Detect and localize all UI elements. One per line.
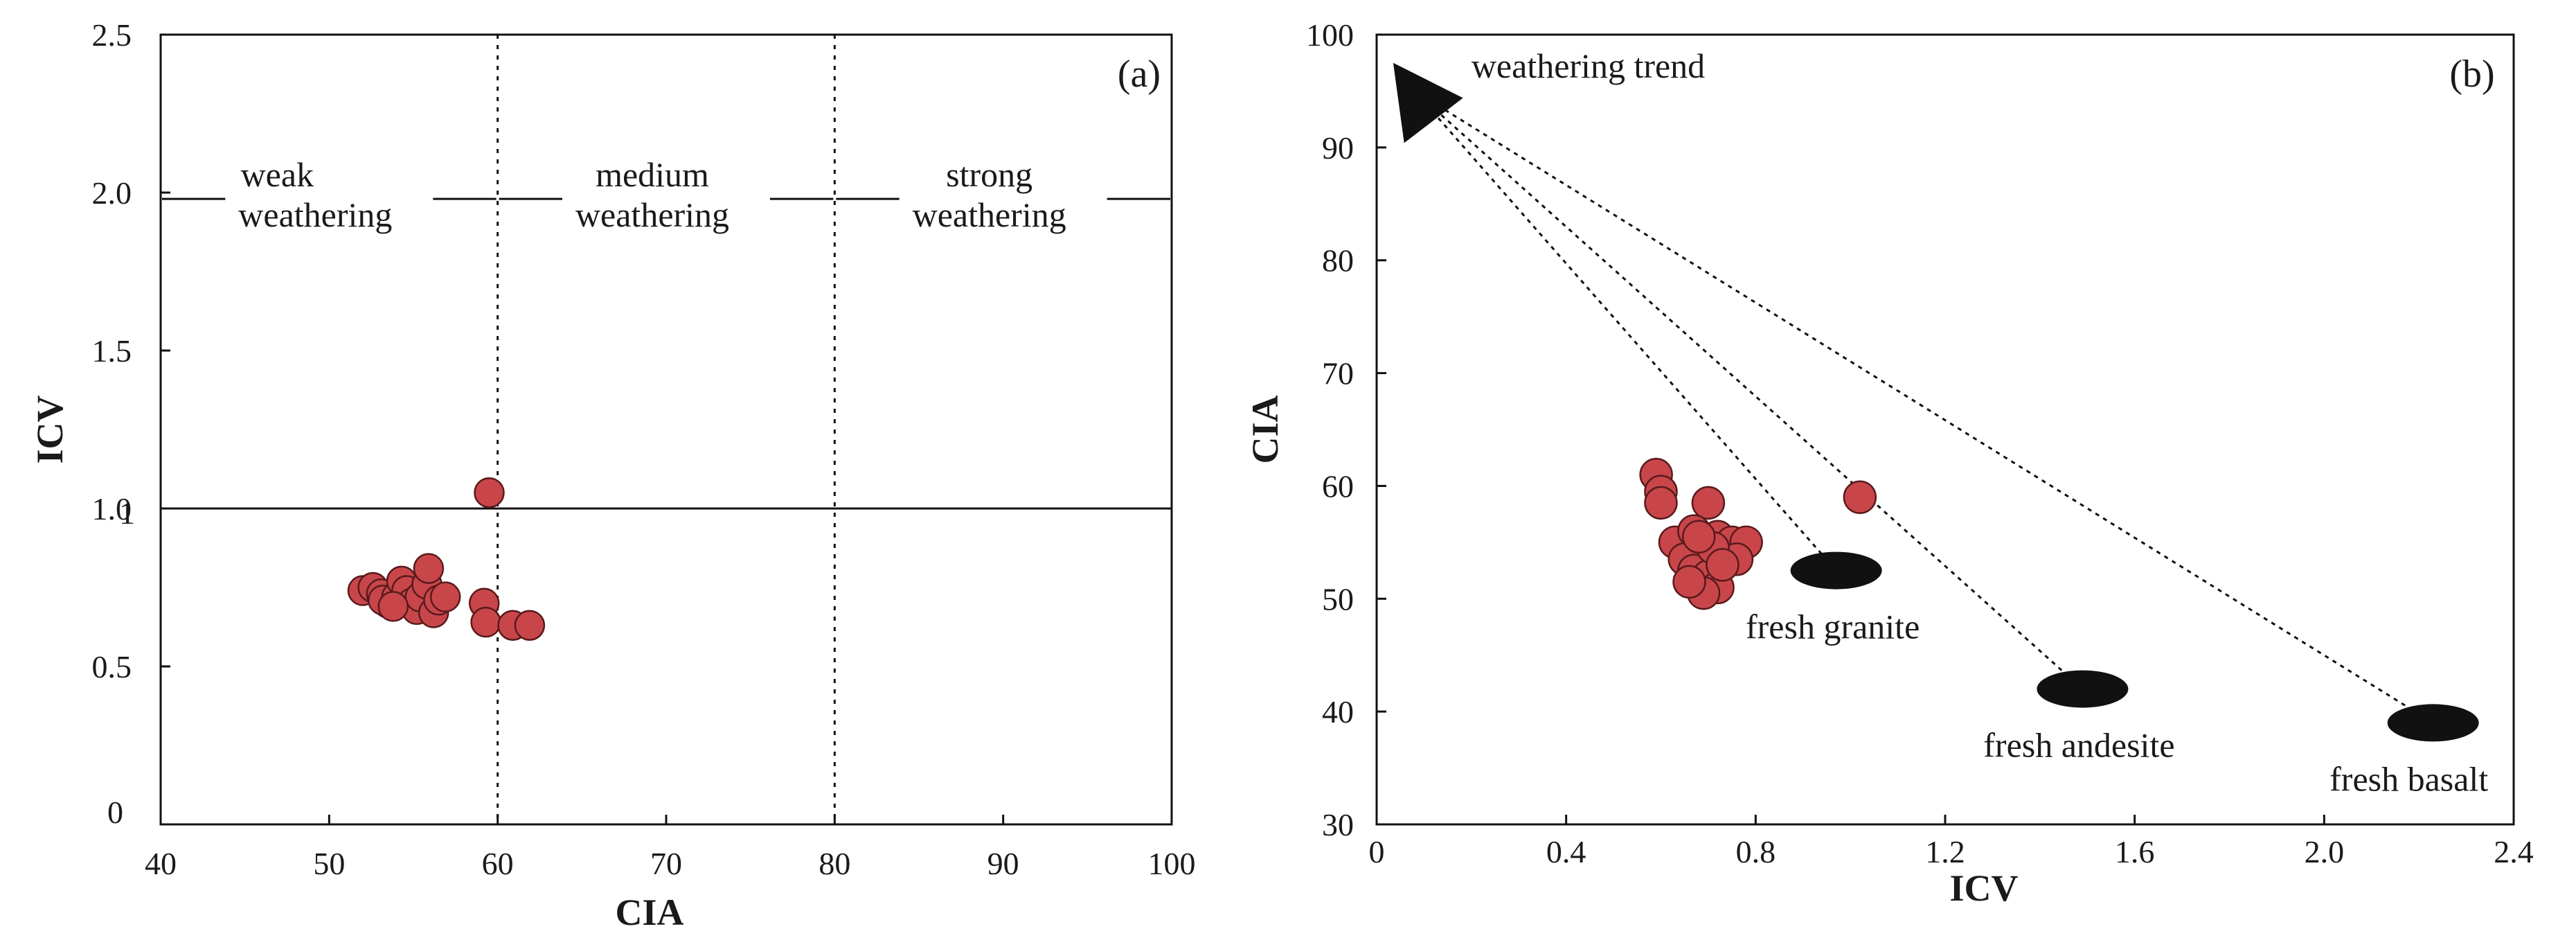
panel-a-x-axis-title: CIA [615,892,683,933]
panel-a-x-tick-label: 40 [145,846,177,881]
data-point [1843,480,1877,514]
panel-a-points [347,477,546,641]
panel-a-x-tick-label: 60 [482,846,514,881]
panel-b-y-tick-label: 70 [1322,356,1354,391]
panel-a-ticks: 40 50 60 70 80 90 100 0.5 1.0 1.5 2.0 2.5 [92,17,1196,881]
panel-b-x-tick-label: 1.2 [1925,834,1965,869]
zone-label-line1: strong [946,155,1032,194]
data-point [1672,565,1706,599]
panel-b-y-axis-title: CIA [1244,395,1286,463]
trend-line [1413,90,2084,690]
panel-b-y-tick-label: 90 [1322,130,1354,166]
data-point [1644,486,1678,520]
data-point [429,581,461,612]
data-point [514,610,546,641]
zone-label-line2: weathering [238,195,392,234]
trend-line [1413,90,1837,572]
panel-b-x-tick-label: 0 [1369,834,1385,869]
panel-b-y-tick-label: 40 [1322,694,1354,729]
weathering-trend-arrowhead [1393,62,1463,143]
data-point [470,606,501,638]
panel-a-y-axis-title: ICV [29,395,71,463]
data-point [474,477,505,508]
panel-b-ticks: 0 0.4 0.8 1.2 1.6 2.0 2.4 30 40 50 60 70 80 90 100 [1306,17,2534,869]
panel-b-x-tick-label: 1.6 [2115,834,2155,869]
trend-line [1413,90,2434,724]
data-point [1691,486,1726,520]
data-point [377,591,409,622]
panel-a-frame [159,33,1173,826]
panel-a-x-tick-label: 50 [313,846,345,881]
fresh-rock-label: fresh andesite [1983,726,2174,765]
panel-b-y-tick-label: 60 [1322,468,1354,504]
fresh-rock-label: fresh basalt [2329,759,2488,798]
zone-label-line1: medium [596,155,709,194]
panel-b-x-tick-label: 0.8 [1736,834,1776,869]
panel-b-chart: weathering trend fresh granite fresh ande… [1244,17,2534,909]
panel-a-label: (a) [1118,53,1161,96]
panel-b-x-tick-label: 2.4 [2494,834,2534,869]
panel-b-frame [1375,33,2515,826]
fresh-rock-ellipse [2387,704,2479,742]
panel-b-y-tick-label: 30 [1322,807,1354,842]
panel-b-y-tick-label: 50 [1322,581,1354,617]
data-point [413,553,445,584]
panel-b-label: (b) [2449,53,2494,96]
panel-a-x-tick-label: 80 [819,846,850,881]
data-point [1706,548,1739,582]
panel-a-chart: weakweatheringmediumweatheringstrongweat… [29,17,1196,933]
fresh-rock-markers: fresh granite fresh andesite fresh basalt [1746,551,2488,798]
panel-a-y-tick-label: 1.5 [92,333,132,369]
data-point [1681,520,1716,554]
panel-a-x-tick-label: 100 [1148,846,1196,881]
panel-b-points [1639,457,1877,610]
panel-b-x-tick-label: 2.0 [2305,834,2345,869]
panel-b-x-axis-title: ICV [1949,867,2018,909]
panel-a-y-tick-label: 2.5 [92,17,132,53]
fresh-rock-ellipse [2037,670,2129,708]
panel-a-y-tick-label: 1.0 [92,491,132,526]
zone-label-line1: weak [241,155,314,194]
zone-labels: weakweatheringmediumweatheringstrongweat… [238,155,1066,234]
fresh-rock-ellipse [1790,551,1882,590]
panel-a-origin-label: 0 [107,795,123,830]
panel-b-x-tick-label: 0.4 [1546,834,1586,869]
panel-a-stray-tick-mark: 1 [119,495,135,531]
panel-b-y-tick-label: 80 [1322,243,1354,278]
fresh-rock-label: fresh granite [1746,608,1920,646]
zone-label-line2: weathering [913,195,1066,234]
weathering-trend-lines [1413,90,2434,724]
panel-b-y-tick-label: 100 [1306,17,1354,53]
zone-label-line2: weathering [575,195,729,234]
panel-a-x-tick-label: 90 [987,846,1019,881]
weathering-trend-label: weathering trend [1472,46,1705,85]
panel-a-y-tick-label: 0.5 [92,649,132,684]
panel-a-x-tick-label: 70 [650,846,682,881]
panel-a-y-tick-label: 2.0 [92,175,132,211]
